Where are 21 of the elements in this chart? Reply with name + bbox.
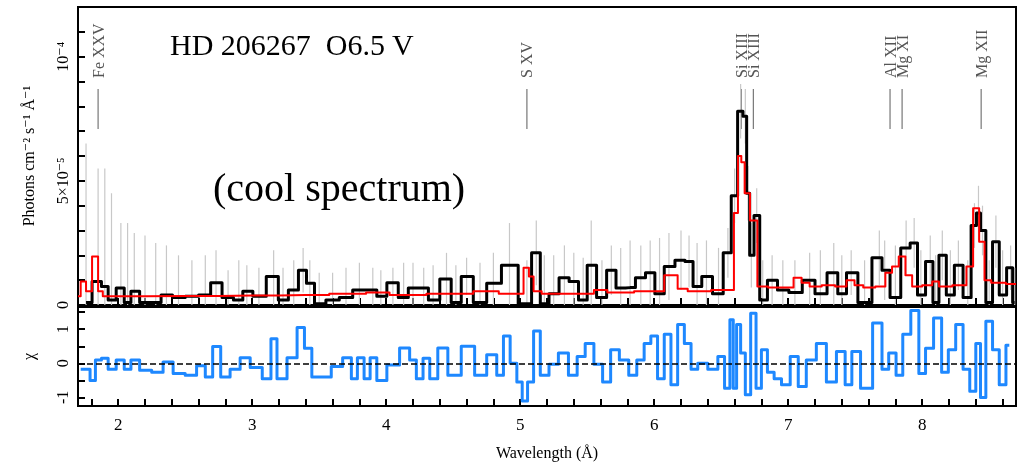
x-tick-label: 4 [381, 415, 391, 434]
text: HD 206267 O6.5 V [170, 27, 414, 61]
x-tick-label: 5 [515, 415, 525, 434]
x-axis-title: Wavelength (Å) [495, 443, 599, 462]
text: (cool spectrum) [213, 164, 466, 210]
x-tick-label: 8 [917, 415, 927, 434]
x-tick-label: 6 [649, 415, 659, 434]
ref-line-label: Fe XXV [89, 22, 107, 78]
y-axis-title: χ [19, 352, 38, 362]
ref-line-label: S XV [518, 41, 536, 78]
y-tick-label: 0 [53, 301, 71, 309]
y-tick-label: 5×10⁻⁵ [53, 157, 71, 205]
ref-line-label: Mg XII [972, 29, 991, 78]
x-tick-label: 2 [113, 415, 123, 434]
y-tick-label: 1 [53, 325, 71, 334]
x-tick-label: 7 [783, 415, 793, 434]
y-tick-label: -1 [53, 390, 71, 405]
x-tick-label: 3 [247, 415, 257, 434]
y-axis-title: Photons cm⁻² s⁻¹ Å⁻¹ [19, 85, 37, 227]
y-tick-label: 10⁻⁴ [53, 41, 71, 72]
y-tick-label: 0 [53, 359, 71, 368]
